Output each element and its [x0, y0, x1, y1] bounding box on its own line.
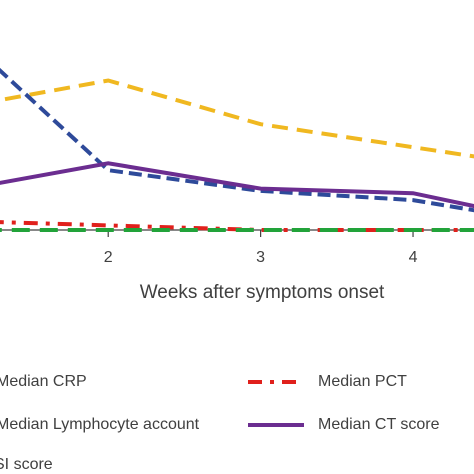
- series-line: [0, 78, 474, 159]
- legend-label: Median CRP: [0, 373, 87, 390]
- x-axis-label: Weeks after symptoms onset: [140, 282, 385, 303]
- legend-label: Median PCT: [318, 373, 407, 390]
- x-tick-label: 2: [104, 249, 113, 266]
- legend-label: Median CT score: [318, 416, 440, 433]
- legend-label: SI score: [0, 456, 53, 473]
- legend-label: Median Lymphocyte account: [0, 416, 200, 433]
- x-tick-label: 4: [409, 249, 418, 266]
- plot-area: [0, 67, 474, 232]
- series-line: [0, 161, 474, 209]
- x-tick-label: 3: [256, 249, 265, 266]
- series-line: [0, 67, 474, 213]
